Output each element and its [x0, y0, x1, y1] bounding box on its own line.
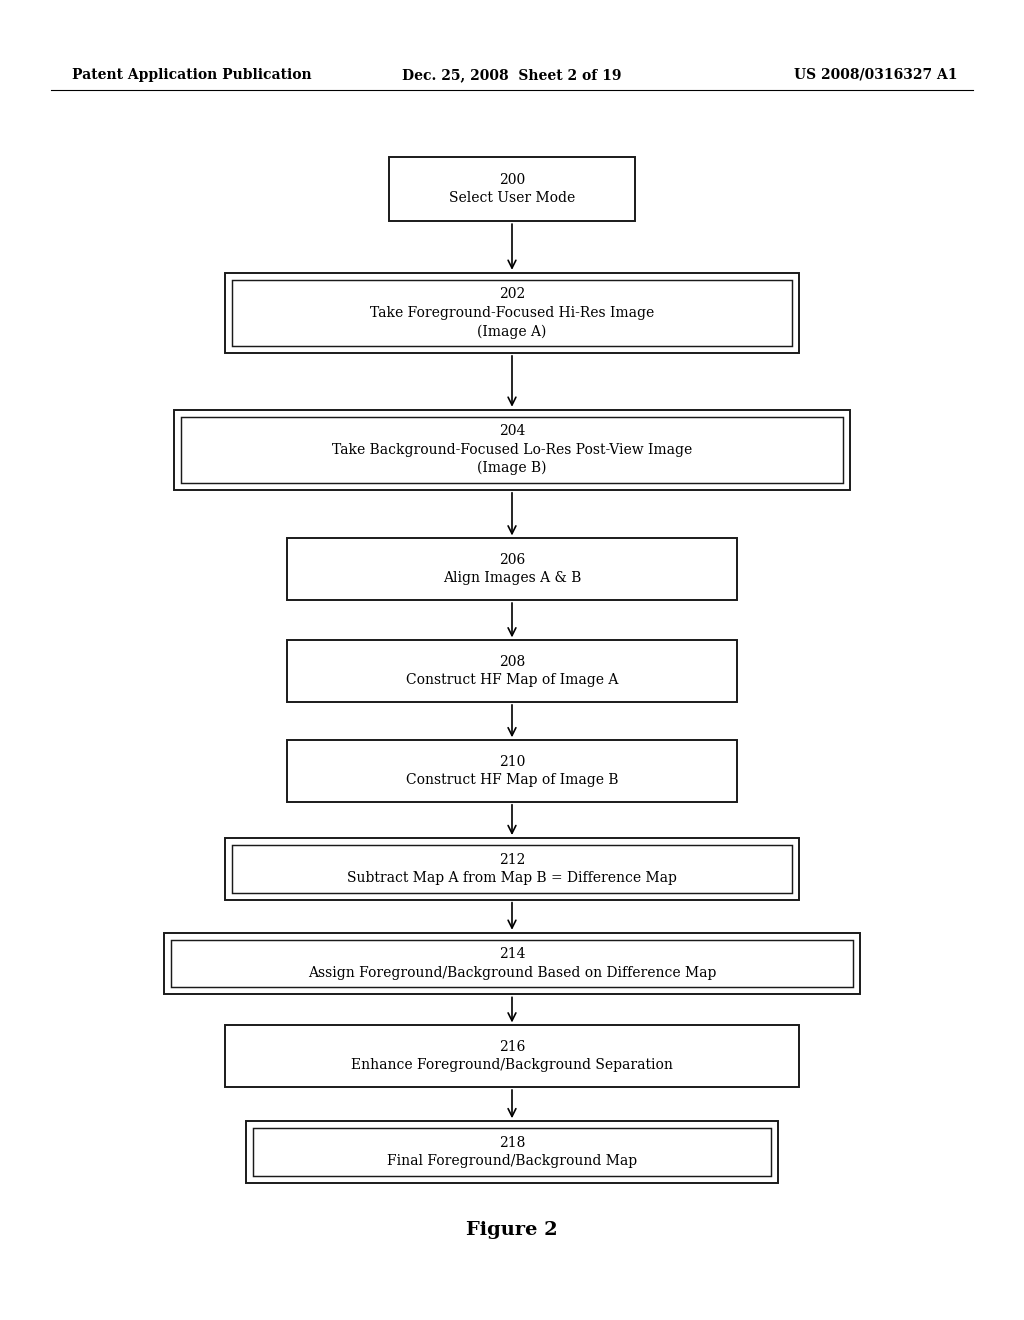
Bar — [225, 838, 799, 900]
Text: 204
Take Background-Focused Lo-Res Post-View Image
(Image B): 204 Take Background-Focused Lo-Res Post-… — [332, 424, 692, 475]
Text: 206
Align Images A & B: 206 Align Images A & B — [442, 553, 582, 585]
Bar — [164, 933, 860, 994]
Text: 218
Final Foreground/Background Map: 218 Final Foreground/Background Map — [387, 1135, 637, 1168]
Bar — [174, 409, 850, 490]
Text: Dec. 25, 2008  Sheet 2 of 19: Dec. 25, 2008 Sheet 2 of 19 — [402, 69, 622, 82]
Text: Figure 2: Figure 2 — [466, 1221, 558, 1239]
Text: Patent Application Publication: Patent Application Publication — [72, 69, 311, 82]
Bar — [225, 273, 799, 352]
Text: 210
Construct HF Map of Image B: 210 Construct HF Map of Image B — [406, 755, 618, 787]
Bar — [232, 280, 792, 346]
Bar — [181, 417, 843, 483]
Text: 208
Construct HF Map of Image A: 208 Construct HF Map of Image A — [406, 655, 618, 688]
Bar — [171, 940, 853, 987]
Bar — [253, 1129, 771, 1176]
Bar — [287, 539, 737, 601]
Text: US 2008/0316327 A1: US 2008/0316327 A1 — [794, 69, 957, 82]
Text: 214
Assign Foreground/Background Based on Difference Map: 214 Assign Foreground/Background Based o… — [308, 948, 716, 979]
Bar — [287, 741, 737, 801]
Text: 202
Take Foreground-Focused Hi-Res Image
(Image A): 202 Take Foreground-Focused Hi-Res Image… — [370, 288, 654, 338]
Bar — [232, 845, 792, 892]
Bar — [246, 1121, 778, 1183]
Text: 200
Select User Mode: 200 Select User Mode — [449, 173, 575, 206]
Bar — [389, 157, 635, 222]
Text: 212
Subtract Map A from Map B = Difference Map: 212 Subtract Map A from Map B = Differen… — [347, 853, 677, 884]
Bar — [287, 640, 737, 702]
Bar — [225, 1026, 799, 1088]
Text: 216
Enhance Foreground/Background Separation: 216 Enhance Foreground/Background Separa… — [351, 1040, 673, 1072]
